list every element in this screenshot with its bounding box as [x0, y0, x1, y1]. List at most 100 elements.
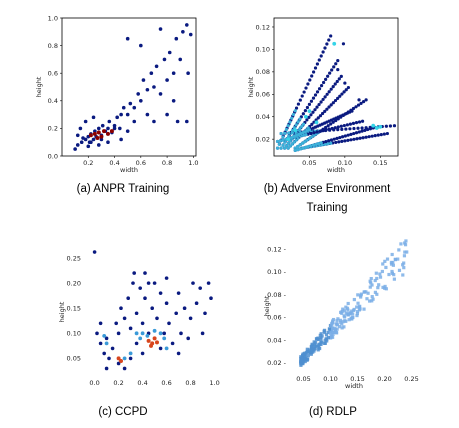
data-point	[186, 71, 190, 75]
x-tick-label: 0.8	[162, 159, 172, 167]
data-point	[152, 281, 157, 285]
data-point	[185, 119, 189, 124]
data-point	[357, 130, 361, 134]
data-point-dense	[277, 142, 281, 147]
x-tick-label: 0.6	[161, 379, 171, 387]
data-point	[315, 90, 320, 94]
data-point	[167, 321, 171, 326]
data-point	[349, 316, 353, 320]
data-point	[138, 286, 142, 290]
data-point	[327, 38, 331, 42]
data-point	[307, 102, 312, 106]
data-point	[384, 287, 388, 291]
x-tick-label: 0.0	[89, 379, 99, 387]
data-point	[296, 102, 301, 106]
data-point	[317, 102, 321, 107]
data-point-dense	[293, 146, 297, 150]
data-point	[305, 118, 309, 122]
data-point-dense	[291, 112, 296, 117]
data-point	[126, 296, 130, 300]
data-point	[343, 134, 347, 138]
data-point-dense	[301, 122, 306, 126]
data-point-dense	[304, 133, 308, 137]
y-tick-label: 0.12	[256, 23, 270, 31]
data-point	[336, 128, 340, 132]
data-point	[98, 321, 103, 326]
data-point	[309, 352, 313, 356]
data-point	[321, 97, 325, 102]
data-point	[329, 138, 334, 142]
data-point	[301, 353, 305, 358]
data-point-medium	[145, 333, 150, 338]
data-point	[93, 129, 97, 133]
data-point	[336, 68, 340, 72]
data-point	[368, 299, 372, 303]
x-axis-label: width	[345, 382, 363, 390]
data-point	[311, 347, 315, 351]
y-tick-label: 0.06	[256, 91, 270, 99]
data-point-dense	[284, 144, 289, 148]
data-point	[335, 322, 339, 326]
data-point	[306, 82, 310, 86]
data-point	[358, 136, 362, 140]
data-point	[146, 281, 151, 285]
data-point	[319, 336, 323, 340]
data-point	[73, 147, 77, 151]
data-point	[298, 98, 302, 102]
data-point	[321, 128, 325, 133]
data-point-dense	[96, 130, 101, 135]
data-point	[399, 242, 403, 246]
data-point	[349, 132, 353, 136]
data-point	[319, 100, 323, 104]
data-point	[310, 345, 314, 349]
data-point	[331, 320, 335, 325]
data-point	[89, 140, 93, 144]
data-point	[355, 313, 359, 318]
data-point	[310, 122, 314, 126]
y-tick-label: 0.15	[67, 305, 81, 313]
data-point	[315, 62, 319, 66]
data-point	[329, 122, 333, 126]
data-point	[91, 115, 96, 120]
data-point	[378, 272, 382, 276]
data-point	[179, 331, 183, 336]
data-point	[373, 278, 377, 283]
data-point	[334, 62, 338, 66]
data-point-dense	[286, 124, 290, 128]
data-point-dense	[300, 125, 304, 129]
data-point	[349, 138, 353, 142]
data-point	[106, 126, 110, 131]
data-point	[318, 129, 322, 133]
data-point-dense	[293, 109, 297, 113]
data-point	[337, 77, 341, 81]
data-point	[300, 94, 304, 98]
data-point	[346, 138, 350, 142]
data-point	[350, 109, 354, 113]
data-point	[158, 27, 163, 31]
data-point	[388, 124, 393, 128]
data-point	[313, 344, 317, 348]
data-point	[324, 125, 328, 130]
data-point	[352, 297, 356, 302]
data-point	[304, 86, 308, 90]
data-point-dense	[152, 336, 157, 341]
data-point	[332, 137, 336, 141]
data-point	[121, 105, 126, 110]
data-point	[366, 127, 370, 132]
plot-frame-a	[61, 17, 197, 157]
data-point	[122, 366, 127, 371]
data-point	[303, 352, 307, 357]
data-point	[340, 139, 344, 143]
data-point	[359, 293, 363, 298]
data-point	[352, 307, 356, 312]
data-point	[176, 291, 181, 295]
data-point-dense	[119, 358, 123, 363]
data-point	[311, 110, 315, 114]
data-point	[165, 112, 169, 117]
data-point	[299, 358, 303, 362]
data-point	[335, 136, 339, 140]
data-point	[188, 316, 193, 321]
data-point	[175, 119, 180, 124]
data-point-dense	[284, 127, 288, 132]
data-point-dense	[326, 142, 330, 146]
